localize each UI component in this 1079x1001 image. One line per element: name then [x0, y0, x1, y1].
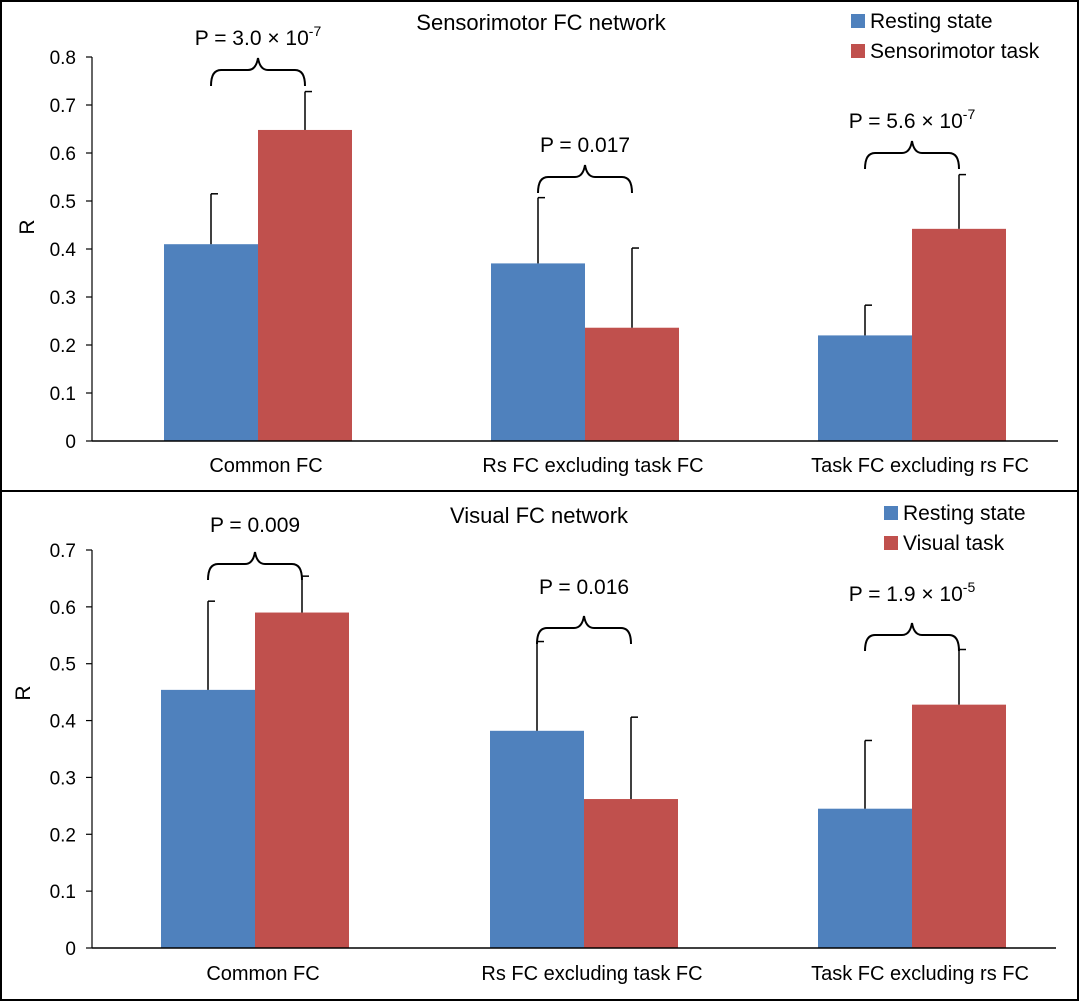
bar — [818, 335, 912, 441]
x-tick-label: Task FC excluding rs FC — [811, 963, 1029, 985]
bar — [818, 808, 912, 948]
y-tick-label: 0.6 — [50, 598, 76, 619]
y-tick-label: 0.4 — [50, 712, 77, 733]
significance-bracket — [207, 551, 303, 581]
bar — [255, 612, 349, 948]
p-value-label: P = 1.9 × 10-5 — [849, 579, 976, 606]
y-tick-label: 0.7 — [50, 96, 76, 117]
x-tick-label: Task FC excluding rs FC — [811, 455, 1029, 477]
chart-title: Sensorimotor FC network — [416, 10, 666, 35]
y-tick-label: 0.3 — [50, 768, 76, 789]
legend-swatch — [884, 506, 898, 520]
visual-chart: Visual FC network R 0 0.1 0.2 0.3 0.4 0.5 0.6 0.7… — [12, 502, 1056, 985]
bar — [585, 327, 679, 441]
x-tick-label: Common FC — [206, 963, 319, 985]
bar — [161, 689, 255, 948]
y-axis-label: R — [16, 219, 39, 234]
y-tick-label: 0.1 — [50, 882, 76, 903]
y-tick-label: 0.6 — [50, 144, 76, 165]
significance-bracket — [864, 140, 960, 170]
y-tick-label: 0.5 — [50, 192, 76, 213]
y-tick-label: 0.2 — [50, 825, 76, 846]
y-tick-label: 0.3 — [50, 288, 76, 309]
bar — [491, 263, 585, 441]
y-axis-label: R — [12, 685, 35, 700]
y-tick-label: 0.1 — [50, 384, 76, 405]
y-tick-label: 0.4 — [50, 240, 77, 261]
legend-label: Resting state — [903, 502, 1026, 525]
y-tick-label: 0.2 — [50, 336, 76, 357]
x-tick-label: Rs FC excluding task FC — [482, 455, 703, 477]
x-tick-label: Common FC — [209, 455, 322, 477]
p-value-label: P = 3.0 × 10-7 — [195, 23, 322, 50]
bar — [490, 730, 584, 948]
y-tick-label: 0.8 — [50, 48, 76, 69]
x-tick-label: Rs FC excluding task FC — [481, 963, 702, 985]
bar — [912, 704, 1006, 948]
y-tick-label: 0.7 — [50, 541, 76, 562]
bar — [258, 129, 352, 441]
significance-bracket — [864, 622, 960, 652]
p-value-label: P = 0.017 — [540, 134, 630, 157]
sensorimotor-chart: Sensorimotor FC network R 0 0.1 0.2 0.3 0.4 0.5… — [16, 10, 1058, 477]
y-tick-label: 0 — [65, 432, 76, 453]
bar — [584, 799, 678, 948]
p-value-label: P = 5.6 × 10-7 — [849, 106, 976, 133]
significance-bracket — [210, 57, 306, 87]
y-tick-label: 0.5 — [50, 655, 76, 676]
legend-swatch — [851, 44, 865, 58]
significance-bracket — [536, 615, 632, 645]
legend-label: Visual task — [903, 532, 1005, 555]
chart-title: Visual FC network — [450, 503, 629, 528]
legend-label: Resting state — [870, 10, 993, 33]
bar — [912, 228, 1006, 441]
y-tick-label: 0 — [65, 939, 76, 960]
p-value-label: P = 0.016 — [539, 576, 629, 599]
legend-swatch — [851, 14, 865, 28]
legend-label: Sensorimotor task — [870, 40, 1040, 63]
significance-bracket — [537, 164, 633, 194]
p-value-label: P = 0.009 — [210, 514, 300, 537]
legend-swatch — [884, 536, 898, 550]
bar — [164, 244, 258, 441]
